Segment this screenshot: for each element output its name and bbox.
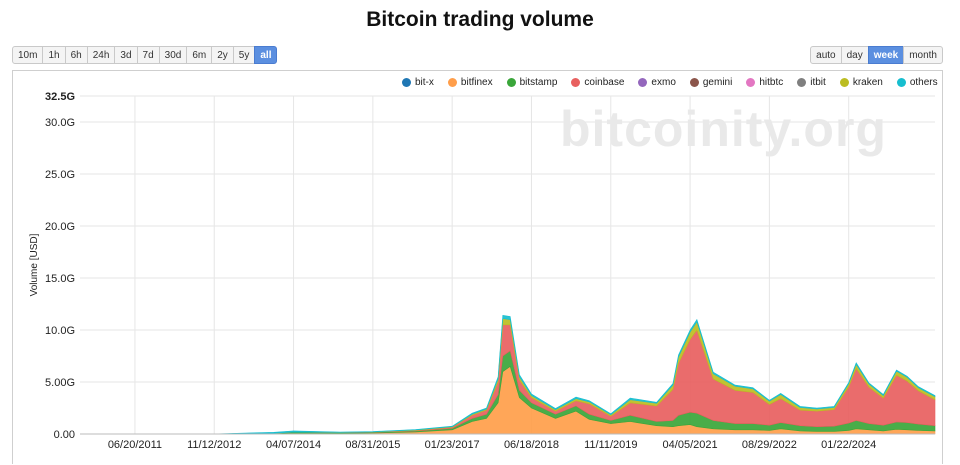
legend-item-bit-x[interactable]: bit-x [402, 77, 434, 88]
x-tick-label: 11/12/2012 [187, 439, 241, 451]
legend-swatch-bitstamp [506, 78, 516, 87]
legend-label-itbit: itbit [810, 77, 826, 88]
range-10m-button[interactable]: 10m [12, 46, 44, 64]
chart-area: 0.00 5.00G 10.0G 15.0G 20.0G 25.0G 30.0G 32.5G 0… [12, 70, 943, 464]
resolution-selector: auto day week month [810, 46, 943, 64]
resolution-week-button[interactable]: week [867, 46, 905, 64]
x-tick-label: 08/29/2022 [742, 439, 797, 451]
legend-item-coinbase[interactable]: coinbase [571, 77, 624, 88]
legend-swatch-gemini [689, 78, 699, 87]
legend-label-gemini: gemini [702, 77, 733, 88]
resolution-auto-button[interactable]: auto [810, 46, 842, 64]
legend-label-bitstamp: bitstamp [519, 77, 558, 88]
x-tick-label: 01/22/2024 [821, 439, 876, 451]
y-tick-label: 0.00 [54, 429, 75, 441]
y-tick-label: 32.5G [45, 91, 75, 103]
range-6m-button[interactable]: 6m [186, 46, 213, 64]
x-tick-label: 04/07/2014 [266, 439, 321, 451]
legend-item-bitfinex[interactable]: bitfinex [447, 77, 493, 88]
legend-item-kraken[interactable]: kraken [839, 77, 883, 88]
legend-swatch-others [896, 78, 906, 87]
legend-item-gemini[interactable]: gemini [689, 77, 733, 88]
legend-swatch-bit-x [402, 78, 411, 87]
x-tick-label: 01/23/2017 [425, 439, 480, 451]
range-3d-button[interactable]: 3d [114, 46, 138, 64]
y-axis-label: Volume [USD] [29, 233, 40, 296]
y-tick-label: 10.0G [45, 325, 75, 337]
y-tick-label: 30.0G [45, 117, 75, 129]
legend-label-others: others [909, 77, 938, 88]
range-1h-button[interactable]: 1h [42, 46, 66, 64]
range-6h-button[interactable]: 6h [64, 46, 88, 64]
legend-label-kraken: kraken [852, 77, 883, 88]
resolution-day-button[interactable]: day [840, 46, 869, 64]
legend-label-bit-x: bit-x [415, 77, 434, 88]
resolution-month-button[interactable]: month [903, 46, 943, 64]
range-7d-button[interactable]: 7d [136, 46, 160, 64]
legend-label-hitbtc: hitbtc [759, 77, 784, 88]
legend-item-itbit[interactable]: itbit [797, 77, 826, 88]
x-tick-label: 06/20/2011 [108, 439, 162, 451]
legend-item-bitstamp[interactable]: bitstamp [506, 77, 558, 88]
y-tick-label: 15.0G [45, 273, 75, 285]
legend-swatch-coinbase [571, 78, 581, 87]
legend-swatch-exmo [638, 78, 648, 87]
range-24h-button[interactable]: 24h [86, 46, 116, 64]
range-5y-button[interactable]: 5y [232, 46, 256, 64]
range-all-button[interactable]: all [254, 46, 278, 64]
range-30d-button[interactable]: 30d [158, 46, 188, 64]
chart-legend: bit-x bitfinex bitstamp coinbase exmo gemini h… [402, 77, 952, 88]
legend-item-exmo[interactable]: exmo [638, 77, 676, 88]
y-tick-label: 5.00G [45, 377, 75, 389]
x-tick-label: 06/18/2018 [504, 439, 559, 451]
y-tick-label: 25.0G [45, 169, 75, 181]
legend-item-hitbtc[interactable]: hitbtc [746, 77, 783, 88]
y-tick-label: 20.0G [45, 221, 75, 233]
legend-label-bitfinex: bitfinex [460, 77, 493, 88]
chart-title: Bitcoin trading volume [366, 8, 594, 31]
volume-chart: 0.00 5.00G 10.0G 15.0G 20.0G 25.0G 30.0G 32.5G 0… [29, 91, 936, 451]
x-tick-label: 11/11/2019 [584, 439, 637, 451]
legend-label-coinbase: coinbase [584, 77, 625, 88]
legend-swatch-kraken [839, 78, 849, 87]
range-2y-button[interactable]: 2y [211, 46, 234, 64]
legend-swatch-itbit [797, 78, 807, 87]
time-range-selector: 10m 1h 6h 24h 3d 7d 30d 6m 2y 5y all [12, 46, 278, 64]
x-tick-label: 04/05/2021 [663, 439, 718, 451]
legend-item-others[interactable]: others [896, 77, 938, 88]
series-area-others [80, 315, 936, 435]
x-tick-label: 08/31/2015 [345, 439, 400, 451]
legend-swatch-bitfinex [447, 78, 457, 87]
legend-label-exmo: exmo [651, 77, 676, 88]
legend-swatch-hitbtc [746, 78, 756, 87]
watermark: bitcoinity.org [560, 101, 887, 157]
